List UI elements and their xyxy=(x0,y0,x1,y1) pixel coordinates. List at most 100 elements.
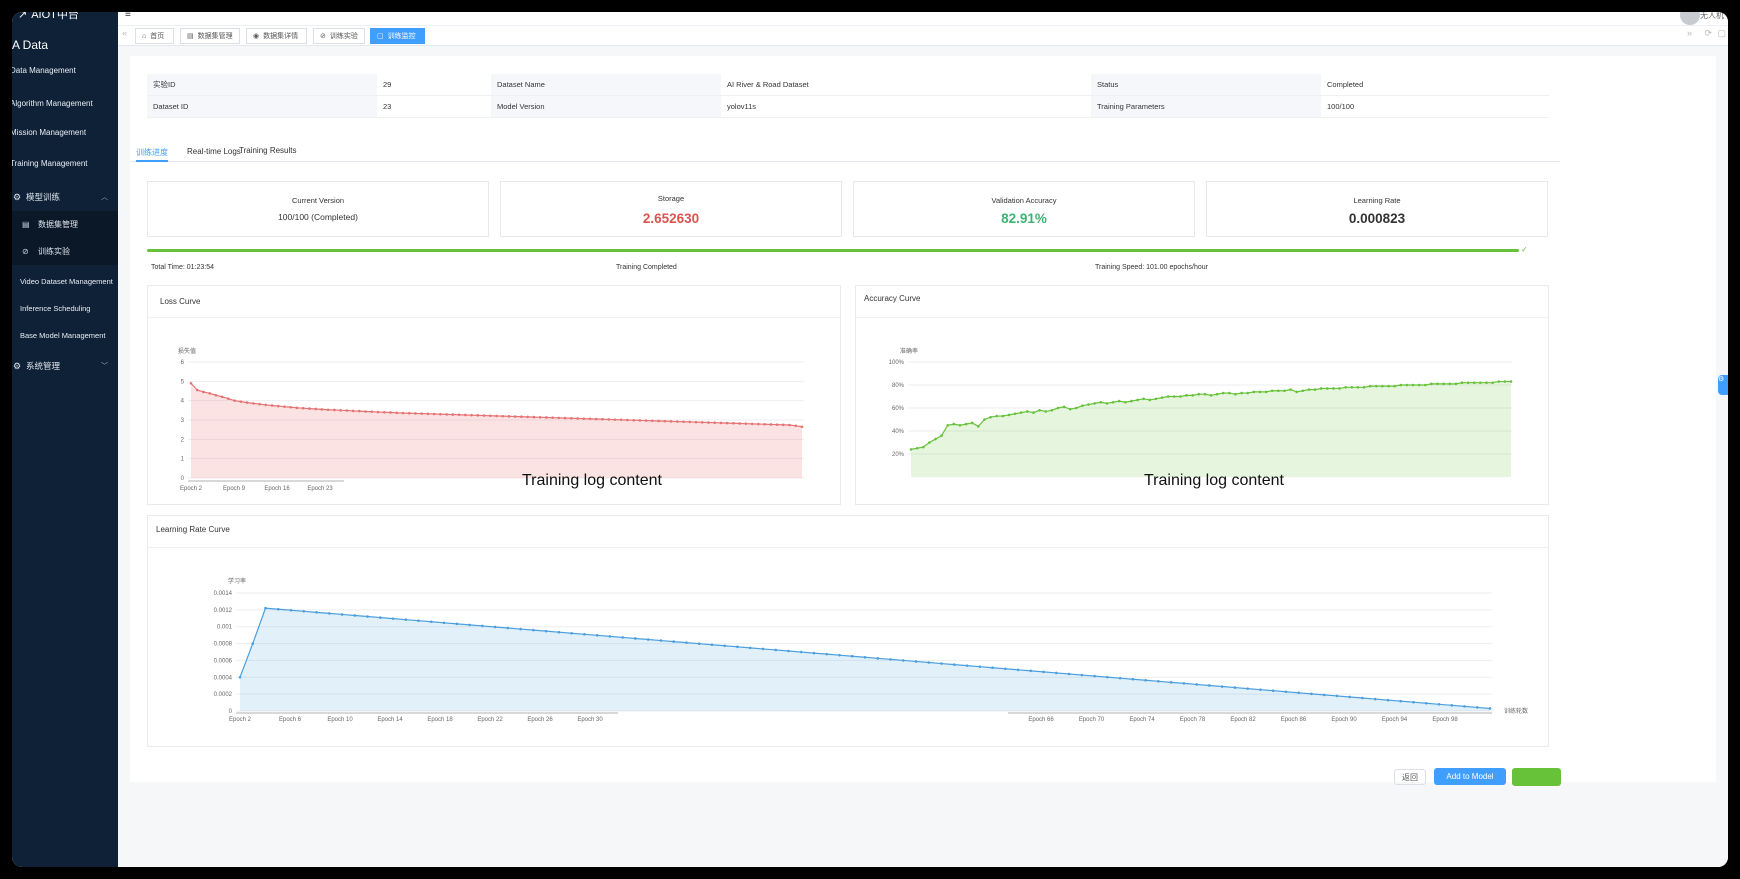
data-point xyxy=(1295,390,1299,394)
y-axis-label: 准确率 xyxy=(900,347,918,355)
data-point xyxy=(583,632,586,636)
data-point xyxy=(1228,391,1231,395)
data-point xyxy=(1081,404,1084,407)
data-point xyxy=(202,390,205,394)
x-tick-label: Epoch 66 xyxy=(1028,717,1054,723)
x-tick-label: Epoch 22 xyxy=(477,717,503,723)
sidebar-group-system[interactable]: ⚙ 系统管理 ﹀ xyxy=(12,360,108,372)
data-point xyxy=(1466,381,1470,384)
data-point xyxy=(863,655,867,659)
y-tick-label: 40% xyxy=(892,429,905,435)
train-params-value: 100/100 xyxy=(1321,96,1549,118)
data-point xyxy=(1004,667,1007,671)
data-point xyxy=(1387,384,1390,388)
data-point xyxy=(719,421,723,425)
data-point xyxy=(582,417,586,420)
x-tick-label: Epoch 78 xyxy=(1180,717,1206,723)
data-point xyxy=(1289,388,1292,391)
data-point xyxy=(672,640,675,643)
data-point xyxy=(420,412,423,415)
data-point xyxy=(634,637,637,640)
data-point xyxy=(757,422,760,426)
app-window: ↗ AIOT中台 A Data Data Management Algorithm… xyxy=(12,12,1728,867)
data-point xyxy=(526,415,529,419)
data-point xyxy=(576,417,579,420)
database-icon: ▤ xyxy=(22,220,30,229)
data-point xyxy=(682,420,685,424)
back-button[interactable]: 返回 xyxy=(1394,769,1426,785)
panel-divider xyxy=(148,317,840,318)
confirm-button[interactable] xyxy=(1512,768,1561,786)
data-point xyxy=(707,421,710,424)
data-point xyxy=(1361,696,1364,700)
data-point xyxy=(276,607,280,611)
data-point xyxy=(1203,392,1207,396)
avatar[interactable] xyxy=(1680,12,1700,25)
sidebar-group-model-training[interactable]: ⚙ 模型训练 ︿ xyxy=(12,191,108,203)
tab-training-experiment[interactable]: ⊘ 训练实验 xyxy=(313,28,365,44)
tabs-scroll-right-icon[interactable]: » xyxy=(1686,28,1692,38)
tab-training-monitor[interactable]: ▢ 训练监控 xyxy=(370,28,425,44)
data-point xyxy=(1417,383,1421,387)
sidebar-item-data-management[interactable]: Data Management xyxy=(12,66,76,75)
data-point xyxy=(1368,384,1372,388)
data-point xyxy=(1430,382,1433,386)
data-point xyxy=(1350,386,1354,389)
tabs-bar: « ⌂ 首页 ▤ 数据集管理 ◉ 数据集详情 ⊘ 训练实验 ▢ 训练监控 » ⟳ ▢ xyxy=(118,26,1728,46)
data-point xyxy=(1130,399,1133,403)
tab-training-progress[interactable]: 训练进度 xyxy=(136,148,168,157)
data-point xyxy=(1437,702,1441,706)
close-icon[interactable]: ▢ xyxy=(1717,28,1726,38)
data-point xyxy=(245,401,249,404)
data-point xyxy=(763,422,766,426)
add-to-model-button[interactable]: Add to Model xyxy=(1434,768,1506,785)
data-point xyxy=(1270,389,1274,393)
x-tick-label: Epoch 23 xyxy=(307,486,333,492)
data-point xyxy=(1240,391,1243,395)
data-point xyxy=(557,416,561,420)
main-content: 实验ID 29 Dataset Name AI River & Road Dat… xyxy=(118,46,1728,867)
y-tick-label: 100% xyxy=(889,360,905,366)
y-tick-label: 0.0002 xyxy=(214,692,233,698)
tab-home[interactable]: ⌂ 首页 xyxy=(135,28,174,44)
data-point xyxy=(439,412,442,416)
tabs-scroll-left-icon[interactable]: « xyxy=(122,28,128,38)
sidebar-item-dataset-management[interactable]: ▤ 数据集管理 xyxy=(12,211,118,238)
data-point xyxy=(238,675,242,679)
stat-title: Learning Rate xyxy=(1353,196,1401,205)
data-point xyxy=(1326,387,1329,390)
data-point xyxy=(800,425,804,429)
data-point xyxy=(1310,692,1313,696)
chart-title: Learning Rate Curve xyxy=(156,525,230,534)
sidebar-item-base-model[interactable]: Base Model Management xyxy=(20,331,106,340)
tab-dataset-management[interactable]: ▤ 数据集管理 xyxy=(180,28,240,44)
sidebar-item-training-experiment[interactable]: ⊘ 训练实验 xyxy=(12,238,118,265)
menu-toggle-icon[interactable]: ≡ xyxy=(125,12,131,20)
data-point xyxy=(1044,410,1047,413)
sidebar-item-algorithm-management[interactable]: Algorithm Management xyxy=(12,99,93,108)
data-point xyxy=(1297,691,1300,695)
status-label: Status xyxy=(1091,74,1321,96)
data-point xyxy=(227,397,230,401)
settings-handle[interactable]: ⚙ xyxy=(1718,375,1728,395)
data-point xyxy=(1348,695,1351,699)
data-point xyxy=(736,645,739,649)
sidebar-item-inference-scheduling[interactable]: Inference Scheduling xyxy=(20,304,91,313)
refresh-icon[interactable]: ⟳ xyxy=(1704,28,1712,38)
tab-dataset-detail[interactable]: ◉ 数据集详情 xyxy=(246,28,307,44)
data-point xyxy=(1319,387,1323,390)
data-point xyxy=(1038,409,1041,412)
data-point xyxy=(850,654,854,658)
sidebar-item-video-dataset[interactable]: Video Dataset Management xyxy=(20,277,113,286)
tab-realtime-logs[interactable]: Real-time Logs xyxy=(187,147,241,156)
data-point xyxy=(1344,386,1347,389)
y-tick-label: 2 xyxy=(181,437,185,443)
sidebar-item-mission-management[interactable]: Mission Management xyxy=(12,128,87,137)
chevron-down-icon: ﹀ xyxy=(101,363,108,370)
user-name[interactable]: 无人机 xyxy=(1700,12,1724,20)
data-point xyxy=(1454,382,1458,386)
sidebar-item-training-management[interactable]: Training Management xyxy=(12,159,88,168)
data-point xyxy=(613,418,617,421)
tab-training-results[interactable]: Training Results xyxy=(239,146,297,155)
data-point xyxy=(570,631,573,635)
